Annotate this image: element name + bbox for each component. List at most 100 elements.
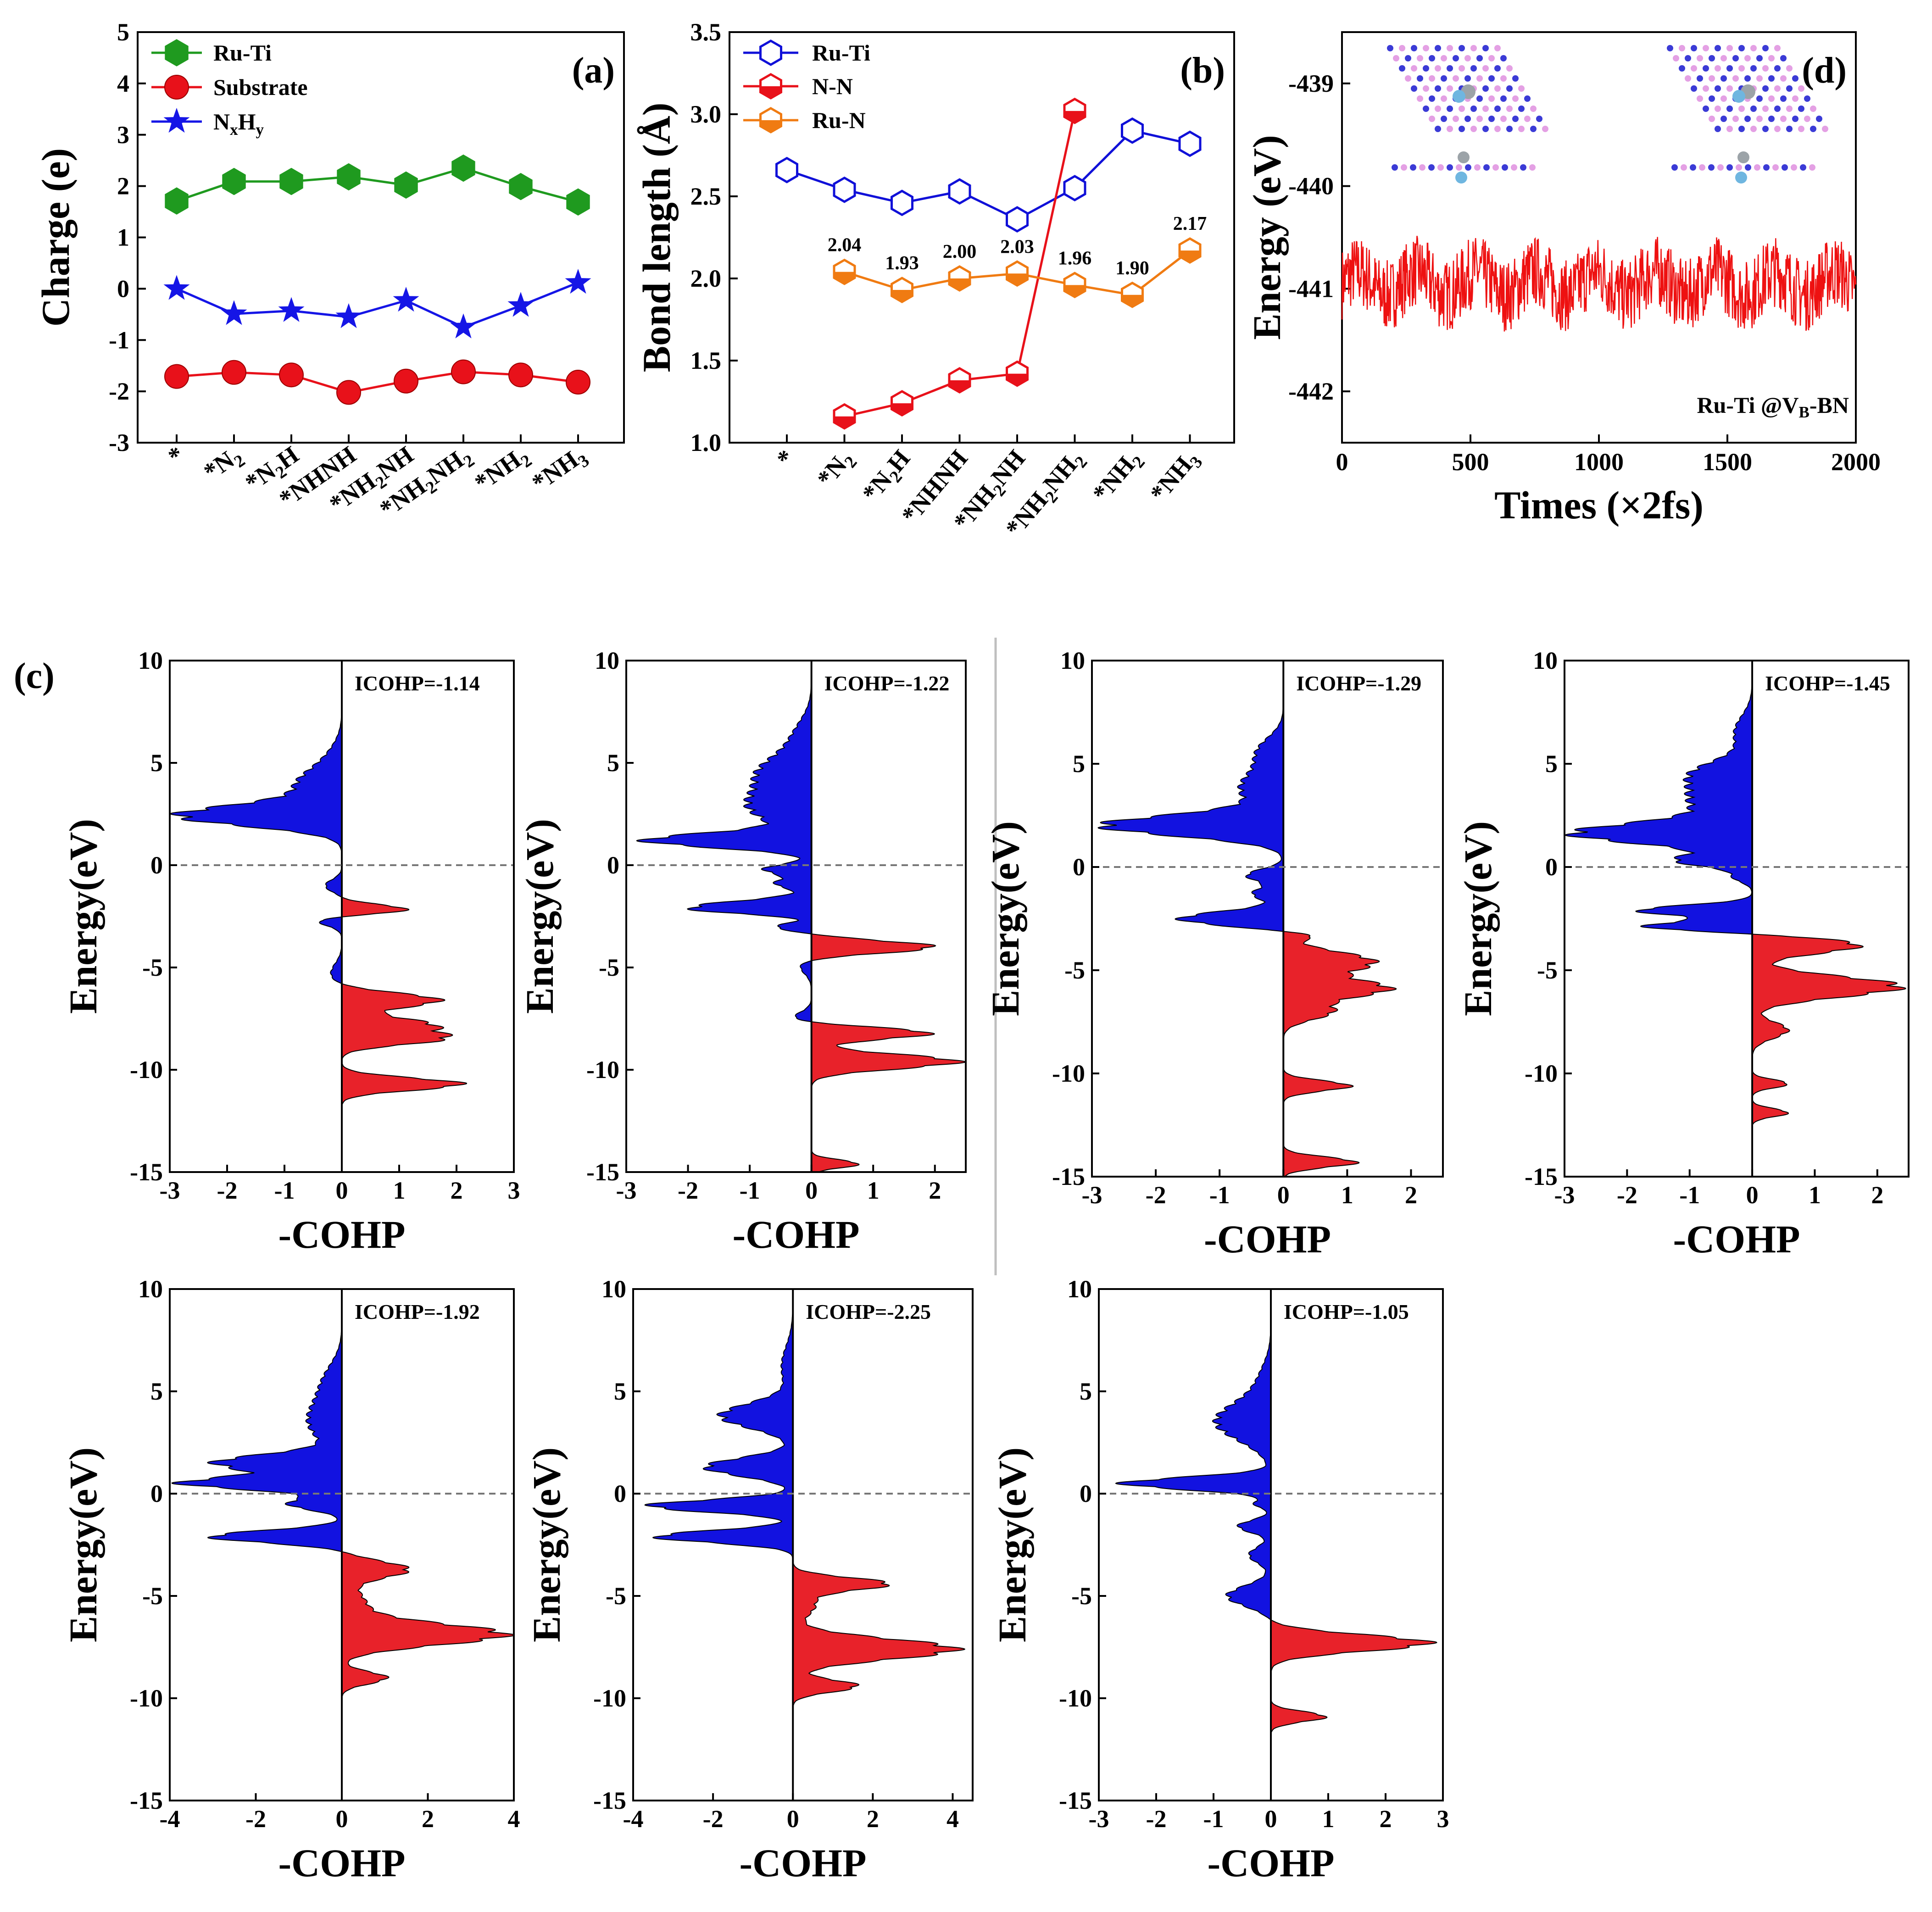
lattice-atom bbox=[1476, 116, 1483, 122]
data-point bbox=[279, 362, 304, 388]
lattice-atom bbox=[1500, 95, 1507, 102]
side-atom bbox=[1410, 164, 1416, 171]
data-point bbox=[394, 368, 418, 394]
data-point bbox=[891, 277, 913, 303]
lattice-atom bbox=[1697, 55, 1703, 61]
lattice-atom bbox=[1405, 55, 1411, 61]
data-point bbox=[508, 362, 533, 388]
side-atom bbox=[1483, 164, 1490, 171]
lattice-atom bbox=[1500, 55, 1507, 61]
data-point bbox=[1063, 272, 1086, 299]
lattice-atom bbox=[1726, 126, 1733, 132]
x-tick-label: 2 bbox=[422, 1805, 434, 1833]
lattice-atom bbox=[1697, 95, 1703, 102]
side-atom bbox=[1474, 164, 1481, 171]
lattice-atom bbox=[1774, 126, 1781, 132]
legend-marker-outline bbox=[759, 39, 782, 66]
plot-frame bbox=[729, 31, 1235, 444]
cohp-curve bbox=[1097, 661, 1397, 1177]
y-tick-label: -1 bbox=[109, 326, 129, 354]
side-atom bbox=[1392, 164, 1398, 171]
lattice-atom bbox=[1774, 65, 1781, 72]
lattice-atom bbox=[1464, 75, 1471, 82]
lattice-atom bbox=[1476, 75, 1483, 82]
lattice-atom bbox=[1453, 116, 1459, 122]
side-atom bbox=[1502, 164, 1508, 171]
lattice-atom bbox=[1506, 126, 1513, 132]
side-atom bbox=[1717, 164, 1724, 171]
y-tick-label: 2.5 bbox=[690, 183, 722, 210]
lattice-atom bbox=[1530, 126, 1537, 132]
data-point-outline bbox=[948, 178, 971, 205]
lattice-atom bbox=[1488, 55, 1495, 61]
lattice-atom bbox=[1399, 45, 1405, 51]
data-label: 2.04 bbox=[828, 235, 862, 256]
data-point-fill bbox=[891, 290, 913, 302]
lattice-atom bbox=[1494, 45, 1501, 51]
data-point-fill bbox=[891, 403, 913, 416]
y-axis-label: Energy (eV) bbox=[1245, 135, 1289, 340]
lattice-atom bbox=[1488, 75, 1495, 82]
data-point bbox=[221, 300, 247, 325]
data-point bbox=[1006, 206, 1029, 233]
x-tick-label: 4 bbox=[947, 1805, 959, 1833]
legend-marker bbox=[759, 73, 782, 100]
x-tick-label: 2 bbox=[1871, 1181, 1883, 1209]
x-tick-label: -1 bbox=[274, 1177, 295, 1204]
y-tick-label: -5 bbox=[1064, 956, 1085, 984]
lattice-atom bbox=[1494, 65, 1501, 72]
lattice-atom bbox=[1768, 95, 1775, 102]
y-tick-label: 5 bbox=[150, 749, 163, 777]
lattice-atom bbox=[1726, 106, 1733, 112]
data-point bbox=[1006, 360, 1029, 387]
side-metal-atom bbox=[1737, 151, 1749, 163]
data-point bbox=[891, 390, 913, 417]
lattice-atom bbox=[1715, 126, 1721, 132]
lattice-atom bbox=[1720, 116, 1727, 122]
side-atom bbox=[1681, 164, 1687, 171]
panel-b-bond-length-chart: 3.53.02.52.01.51.0* *N2*N2H*NHNH*NH2NH*NH… bbox=[635, 18, 1235, 542]
x-tick-label: 0 bbox=[1336, 448, 1348, 476]
x-tick-label: 0 bbox=[805, 1177, 818, 1204]
y-tick-label: 0 bbox=[150, 851, 163, 879]
cohp-curve bbox=[1565, 661, 1906, 1177]
panel-d-md-energy-chart: -439 -440 -441 -442 0 500 1000 1500 2000 Times (×… bbox=[1245, 31, 1881, 527]
x-axis-label: -COHP bbox=[739, 1841, 866, 1885]
x-tick-label: -3 bbox=[160, 1177, 180, 1204]
legend-marker-fill bbox=[760, 86, 781, 98]
x-tick-label: -2 bbox=[678, 1177, 698, 1204]
icohp-label: ICOHP=-1.29 bbox=[1296, 672, 1421, 695]
lattice-atom bbox=[1691, 65, 1697, 72]
x-tick-label: -2 bbox=[1146, 1181, 1166, 1209]
y-tick-label: 10 bbox=[1067, 1275, 1092, 1303]
y-tick-label: -15 bbox=[593, 1787, 626, 1814]
cohp-antibonding-area bbox=[645, 1289, 793, 1801]
lattice-atom bbox=[1780, 75, 1787, 82]
side-atom bbox=[1419, 164, 1425, 171]
y-tick-label: -15 bbox=[130, 1787, 163, 1814]
lattice-atom bbox=[1738, 126, 1745, 132]
lattice-atom bbox=[1732, 55, 1739, 61]
x-tick-label: -2 bbox=[1617, 1181, 1637, 1209]
side-atom bbox=[1511, 164, 1517, 171]
x-tick-label: 0 bbox=[336, 1805, 348, 1833]
cohp-antibonding-area bbox=[170, 661, 342, 1172]
x-tick-label: 2 bbox=[929, 1177, 941, 1204]
lattice-atom bbox=[1512, 116, 1519, 122]
data-point bbox=[165, 187, 189, 215]
x-tick-label: 4 bbox=[508, 1805, 520, 1833]
lattice-atom bbox=[1786, 126, 1793, 132]
y-tick-label: -5 bbox=[1537, 956, 1558, 984]
data-point bbox=[1006, 260, 1029, 287]
side-metal-atom bbox=[1455, 172, 1467, 183]
data-point bbox=[164, 364, 189, 389]
icohp-label: ICOHP=-1.45 bbox=[1765, 672, 1890, 695]
data-point-outline bbox=[1063, 175, 1086, 201]
side-atom bbox=[1401, 164, 1407, 171]
lattice-atom bbox=[1464, 55, 1471, 61]
lattice-atom bbox=[1798, 106, 1804, 112]
legend-marker bbox=[759, 107, 782, 133]
data-point bbox=[1063, 175, 1086, 201]
lattice-atom bbox=[1482, 65, 1489, 72]
